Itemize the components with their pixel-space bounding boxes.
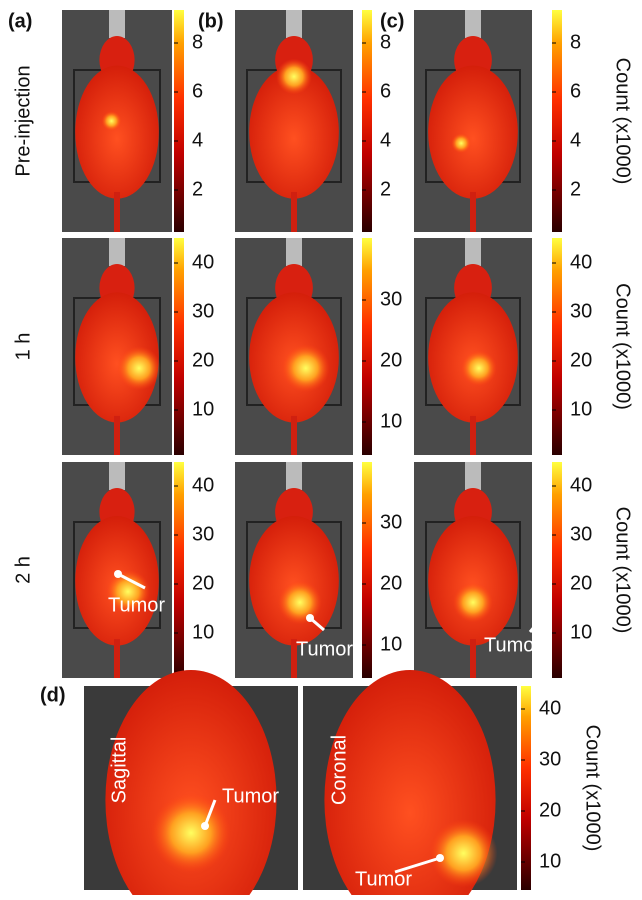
colorbar-tick-label: 30 — [570, 523, 592, 545]
colorbar-tick-label: 20 — [380, 572, 402, 594]
colorbar — [174, 462, 184, 678]
arrow-head — [306, 614, 314, 622]
arrow-head — [536, 616, 544, 624]
nose-cone — [286, 10, 302, 38]
colorbar-tick-label: 8 — [380, 31, 391, 53]
colorbar-tick-label: 20 — [380, 349, 402, 371]
colorbar-tick-label: 2 — [570, 178, 581, 200]
colorbar-tick-label: 8 — [192, 31, 203, 53]
colorbar-tick-label: 4 — [192, 129, 203, 151]
colorbar-tick-label: 10 — [380, 633, 402, 655]
colorbar-tick-label: 30 — [192, 523, 214, 545]
nose-cone — [286, 238, 302, 266]
count-label: Count (x1000) — [612, 283, 634, 410]
nose-cone — [465, 238, 481, 266]
colorbar-tick-label: 2 — [192, 178, 203, 200]
colorbar — [552, 462, 562, 678]
colorbar-tick-label: 10 — [192, 621, 214, 643]
colorbar-tick-label: 40 — [570, 474, 592, 496]
colorbar-tick-label: 4 — [570, 129, 581, 151]
colorbar-tick-label: 40 — [192, 474, 214, 496]
colorbar-tick-label: 6 — [570, 80, 581, 102]
annotation: Tumor — [222, 785, 279, 807]
hotspot — [430, 819, 498, 887]
colorbar-tick-label: 30 — [192, 300, 214, 322]
annotation: Tumor — [484, 634, 541, 656]
hotspot — [102, 111, 122, 131]
view-label: Coronal — [328, 735, 350, 805]
mouse-body — [428, 516, 518, 646]
colorbar-tick-label: 30 — [380, 288, 402, 310]
mouse-body — [75, 66, 159, 199]
colorbar-tick-label: 6 — [192, 80, 203, 102]
count-label: Count (x1000) — [612, 58, 634, 185]
nose-cone — [465, 462, 481, 490]
colorbar-tick-label: 20 — [539, 799, 561, 821]
colorbar-tick-label: 30 — [539, 748, 561, 770]
mouse-body — [249, 516, 339, 646]
colorbar-tick-label: 10 — [570, 398, 592, 420]
nose-cone — [465, 10, 481, 38]
hotspot — [278, 580, 322, 624]
panel-label: (b) — [198, 10, 224, 32]
panel-label: (a) — [8, 10, 32, 32]
nose-cone — [109, 238, 125, 266]
colorbar — [362, 462, 372, 678]
colorbar-tick-label: 10 — [380, 410, 402, 432]
arrow-head — [114, 570, 122, 578]
hotspot — [117, 346, 161, 390]
colorbar-tick-label: 30 — [380, 511, 402, 533]
hotspot — [151, 793, 231, 873]
row-label: 1 h — [12, 333, 34, 361]
arrow-head — [201, 822, 209, 830]
colorbar-tick-label: 10 — [539, 850, 561, 872]
mouse-tail — [470, 192, 476, 232]
colorbar-tick-label: 20 — [570, 572, 592, 594]
mouse-tail — [291, 416, 297, 455]
mouse-tail — [291, 192, 297, 232]
view-label: Sagittal — [108, 737, 130, 804]
mouse-body — [428, 66, 518, 199]
arrow-head — [436, 854, 444, 862]
colorbar-tick-label: 8 — [570, 31, 581, 53]
mouse-tail — [470, 639, 476, 678]
hotspot — [282, 344, 330, 392]
colorbar — [174, 238, 184, 455]
mouse-tail — [114, 639, 120, 678]
annotation: Tumor — [355, 868, 412, 890]
colorbar-tick-label: 10 — [192, 398, 214, 420]
annotation: Tumor — [296, 638, 353, 660]
hotspot — [453, 582, 493, 622]
colorbar-tick-label: 4 — [380, 129, 391, 151]
colorbar-tick-label: 20 — [570, 349, 592, 371]
mouse-tail — [470, 416, 476, 455]
colorbar-tick-label: 20 — [192, 349, 214, 371]
colorbar-tick-label: 40 — [570, 251, 592, 273]
colorbar-tick-label: 6 — [380, 80, 391, 102]
colorbar-tick-label: 20 — [192, 572, 214, 594]
nose-cone — [109, 462, 125, 490]
annotation: Tumor — [108, 594, 165, 616]
panel-label: (c) — [380, 10, 404, 32]
nose-cone — [109, 10, 125, 38]
mouse-tail — [114, 192, 120, 232]
count-label: Count (x1000) — [612, 507, 634, 634]
panel-label: (d) — [40, 684, 66, 706]
row-label: 2 h — [12, 556, 34, 584]
count-label: Count (x1000) — [582, 725, 604, 852]
colorbar — [552, 238, 562, 455]
colorbar — [521, 686, 531, 890]
colorbar-tick-label: 40 — [539, 697, 561, 719]
row-label: Pre-injection — [12, 65, 34, 176]
figure: (a) (b) (c) (d) Pre-injection Count (x100… — [0, 0, 642, 895]
hotspot — [461, 350, 497, 386]
colorbar-tick-label: 10 — [570, 621, 592, 643]
colorbar-tick-label: 2 — [380, 178, 391, 200]
colorbar-tick-label: 30 — [570, 300, 592, 322]
colorbar-tick-label: 40 — [192, 251, 214, 273]
hotspot — [451, 133, 471, 153]
hotspot — [276, 59, 312, 95]
nose-cone — [286, 462, 302, 490]
mouse-tail — [114, 416, 120, 455]
